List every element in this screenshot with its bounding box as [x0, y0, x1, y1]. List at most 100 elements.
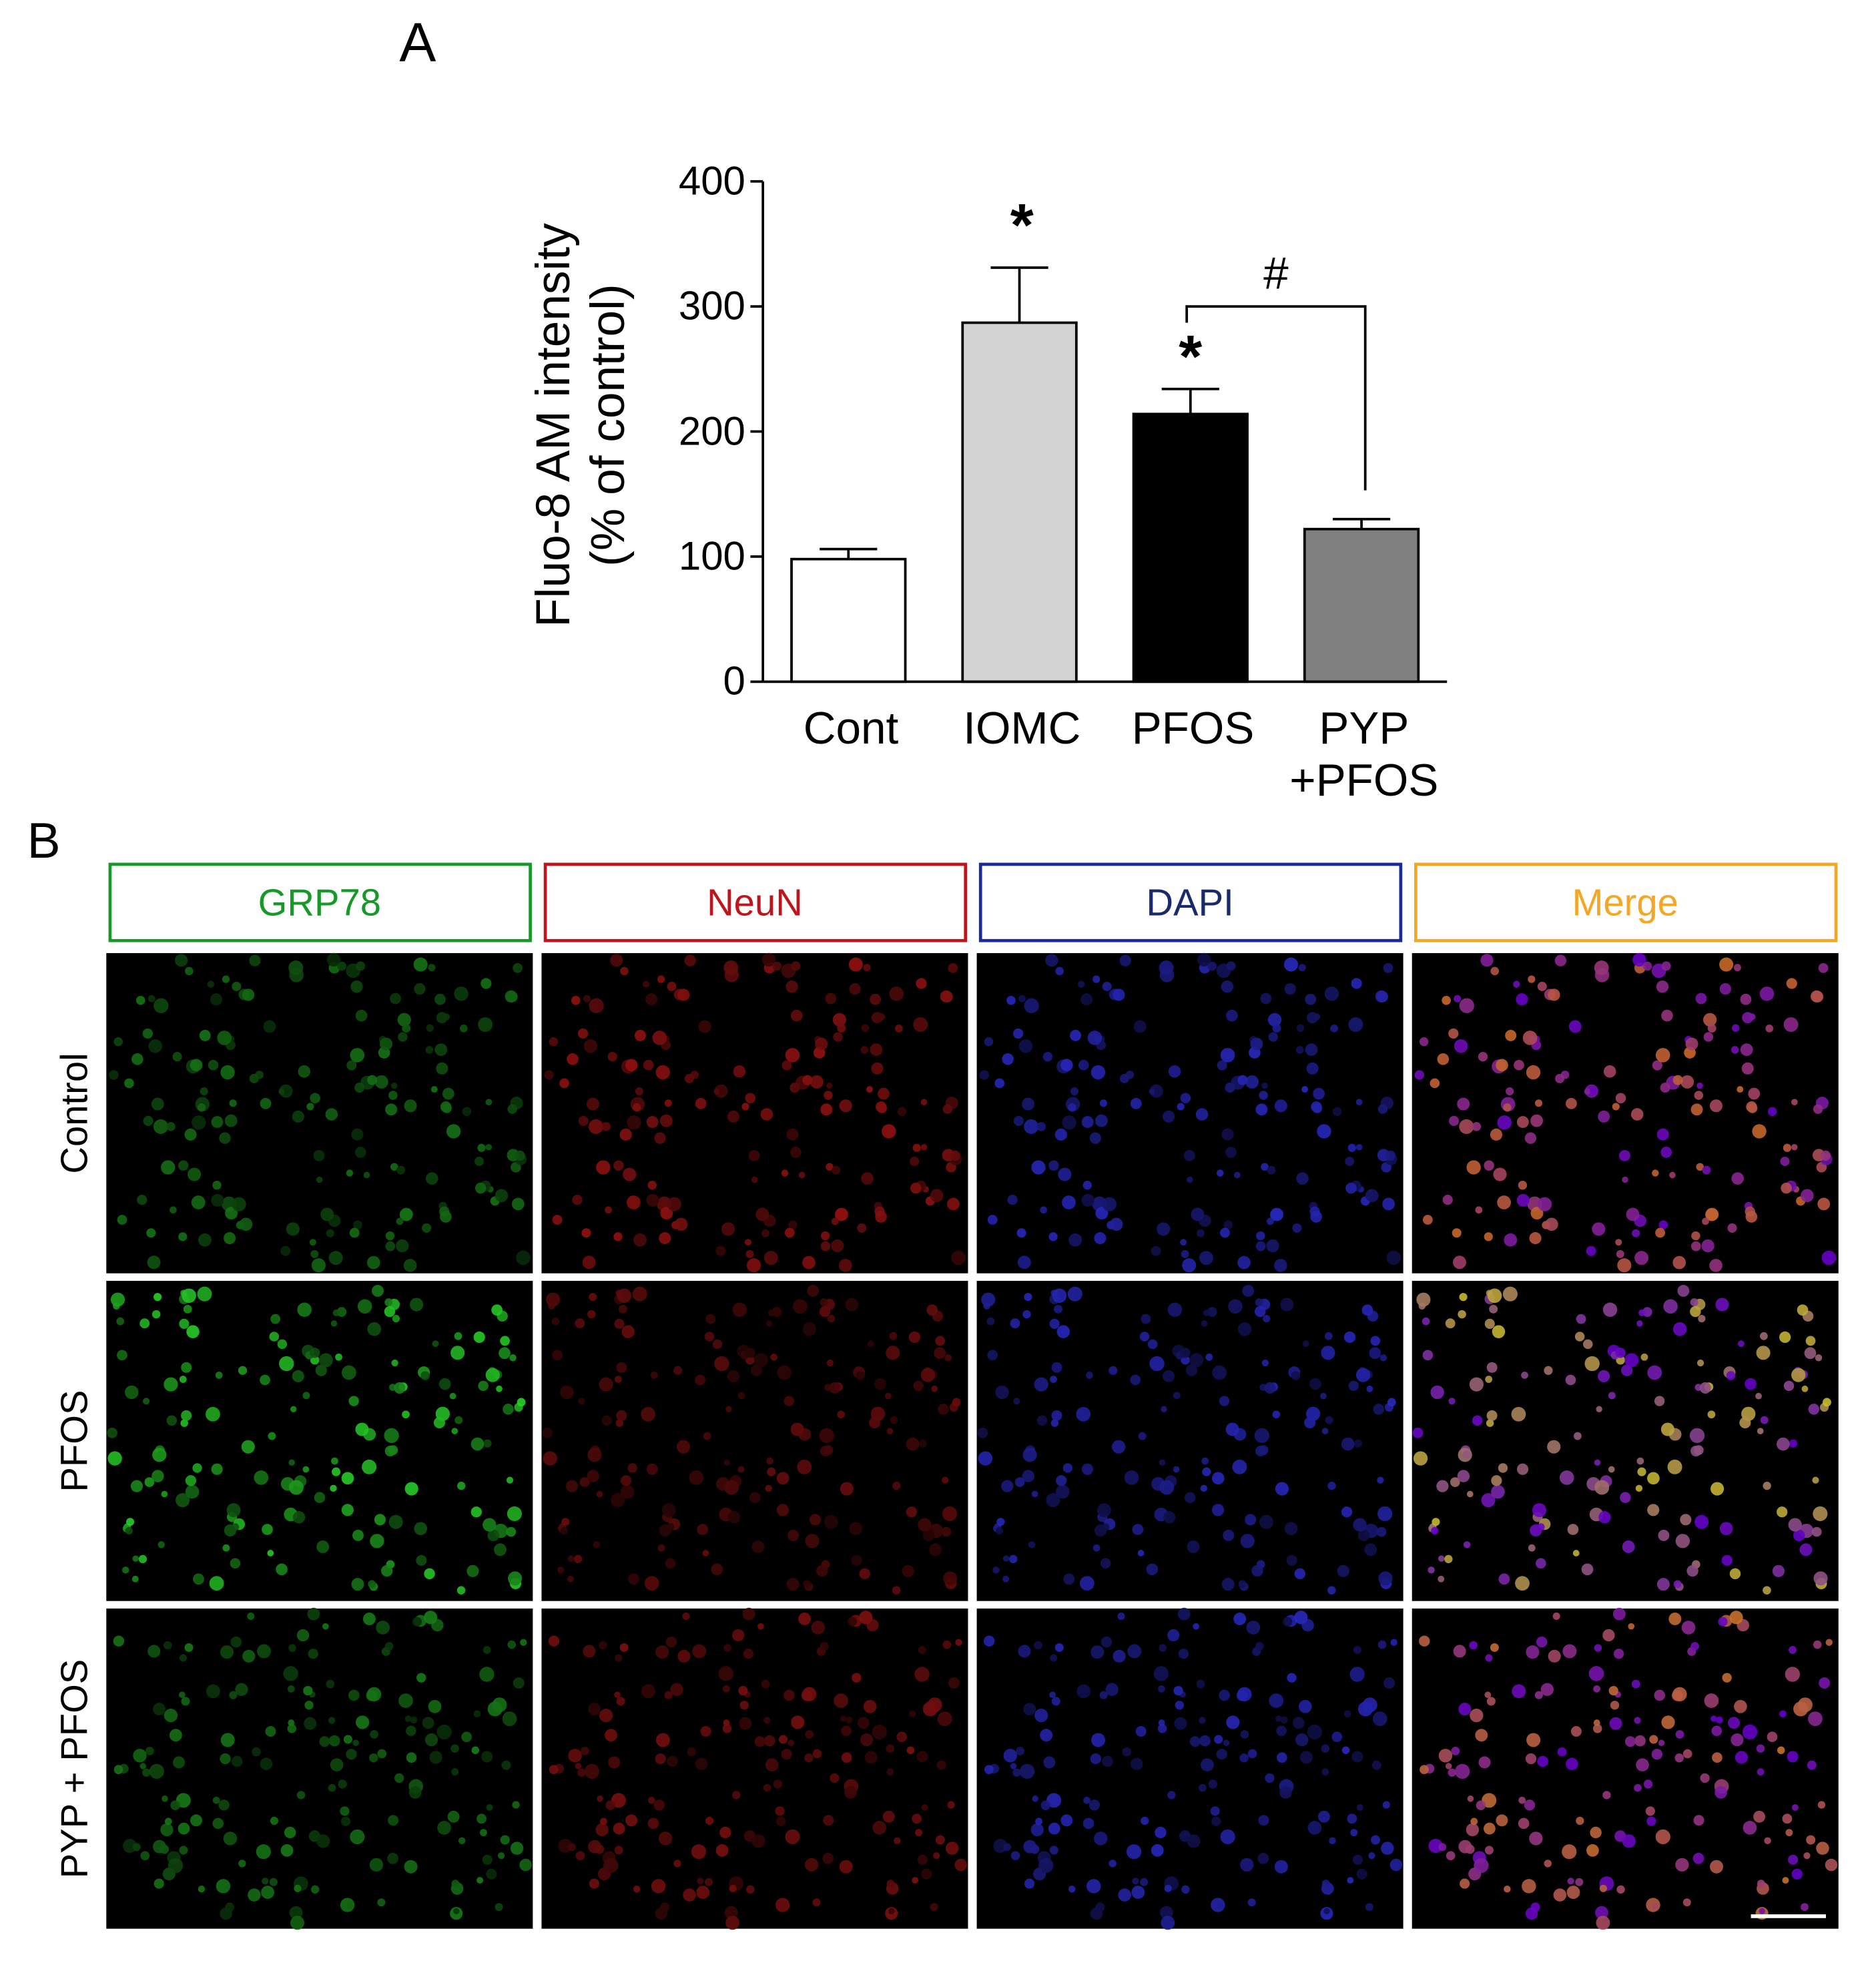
- cell: [1647, 1365, 1662, 1380]
- cell: [1487, 1288, 1502, 1304]
- cell: [1301, 1086, 1309, 1093]
- cell: [1654, 1689, 1666, 1701]
- cell: [1013, 1115, 1024, 1126]
- cell: [1718, 1617, 1728, 1627]
- cell: [179, 1318, 190, 1329]
- cell: [1782, 1877, 1789, 1884]
- cell: [832, 1013, 847, 1027]
- cell: [1050, 1654, 1058, 1662]
- cell: [1811, 1526, 1822, 1537]
- cell: [1341, 1437, 1355, 1451]
- cell: [161, 1490, 168, 1498]
- cell: [481, 978, 492, 989]
- cell: [1341, 1506, 1353, 1518]
- cell: [1516, 1116, 1529, 1128]
- cell: [1686, 1565, 1698, 1577]
- cell: [951, 1250, 966, 1265]
- cell: [941, 1526, 952, 1537]
- cell: [810, 1075, 824, 1089]
- cell: [820, 1642, 829, 1651]
- cell: [449, 1392, 456, 1400]
- cell: [712, 1339, 723, 1350]
- cell: [1707, 1024, 1716, 1033]
- cell: [340, 1806, 350, 1816]
- cell: [1808, 1404, 1820, 1415]
- cell: [613, 1232, 623, 1241]
- cell: [1117, 1612, 1125, 1621]
- cell: [1745, 1211, 1758, 1223]
- cell: [1140, 1878, 1149, 1886]
- cell: [661, 1503, 676, 1518]
- cell: [1734, 1699, 1747, 1713]
- cell: [1532, 1503, 1546, 1518]
- cell: [859, 1568, 870, 1580]
- cell: [222, 1544, 230, 1552]
- cell: [450, 1744, 459, 1753]
- cell: [995, 1385, 1009, 1400]
- cell: [1661, 1715, 1675, 1729]
- cell: [447, 1810, 460, 1823]
- cell: [516, 1250, 531, 1265]
- cell: [1455, 1763, 1470, 1779]
- cell: [589, 1293, 597, 1302]
- cell: [593, 1541, 601, 1548]
- cell: [1377, 1104, 1388, 1114]
- cell: [1105, 1683, 1119, 1696]
- cell: [1266, 1217, 1274, 1225]
- cell: [587, 1310, 596, 1319]
- cell: [761, 1679, 770, 1689]
- cell: [160, 1823, 174, 1837]
- cell: [1362, 1697, 1377, 1713]
- cell: [697, 1878, 704, 1885]
- cell: [1594, 1459, 1601, 1466]
- cell: [267, 1550, 274, 1557]
- cell: [658, 1831, 673, 1846]
- micrograph: [1412, 1608, 1839, 1929]
- cell: [579, 1477, 590, 1487]
- cell: [1267, 1165, 1276, 1175]
- cell: [184, 966, 194, 976]
- cell: [870, 993, 882, 1005]
- cell: [1013, 1398, 1020, 1405]
- cell: [1051, 1697, 1060, 1706]
- cell: [1715, 1298, 1729, 1312]
- cell: [727, 1370, 739, 1382]
- cell: [1602, 1302, 1618, 1317]
- cell: [1207, 961, 1217, 971]
- cell: [1035, 1817, 1043, 1825]
- micrograph: [541, 952, 968, 1274]
- cell: [824, 1514, 838, 1529]
- cell: [107, 1427, 117, 1438]
- cell: [406, 1725, 416, 1736]
- cell: [1478, 1052, 1488, 1062]
- cell: [1347, 1143, 1356, 1152]
- cell: [1634, 1783, 1642, 1792]
- cell: [1472, 1122, 1482, 1131]
- cell: [1022, 1097, 1035, 1111]
- cell: [414, 983, 426, 995]
- cell: [1763, 1481, 1771, 1490]
- column-header: GRP78: [258, 881, 381, 924]
- cell: [1135, 1726, 1147, 1737]
- cell: [896, 1731, 908, 1743]
- cell: [1272, 1024, 1281, 1033]
- cell: [426, 1024, 434, 1032]
- cell: [673, 1860, 681, 1868]
- cell: [1024, 1293, 1032, 1302]
- cell: [1240, 1534, 1255, 1548]
- x-tick-label: IOMC: [963, 703, 1081, 754]
- cell: [1689, 1428, 1705, 1443]
- cell: [1280, 1716, 1288, 1724]
- cell: [1789, 1646, 1797, 1655]
- cell: [1379, 1354, 1387, 1362]
- cell: [1081, 1116, 1094, 1128]
- cell: [684, 954, 696, 966]
- cell: [1178, 1649, 1189, 1659]
- cell: [665, 1558, 676, 1569]
- cell: [723, 960, 739, 976]
- cell: [1596, 1406, 1602, 1412]
- cell: [306, 1103, 314, 1111]
- cell: [402, 1024, 411, 1033]
- cell: [1062, 1195, 1076, 1209]
- cell: [1024, 998, 1039, 1013]
